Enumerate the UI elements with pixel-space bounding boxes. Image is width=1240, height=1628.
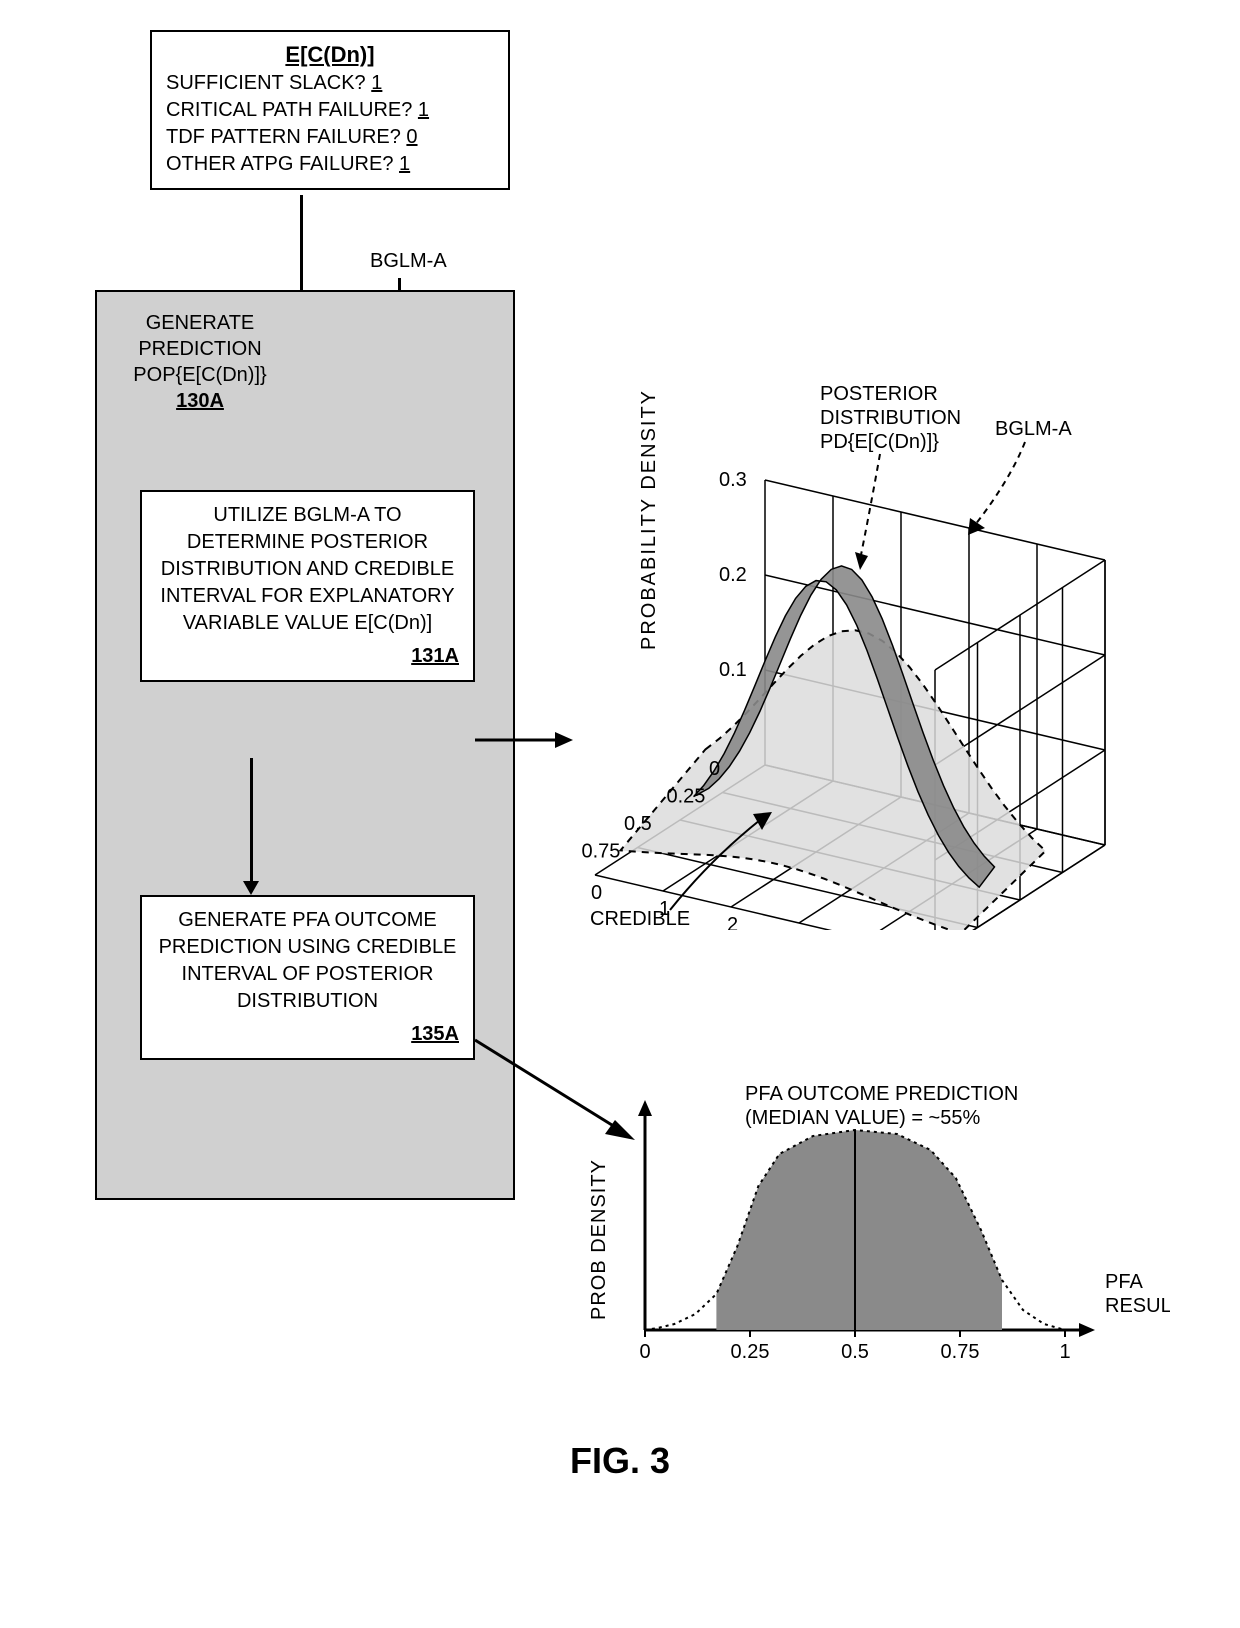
chart-2d-svg: 0 0.25 0.5 0.75 1 PROB DENSITY PFARESULT PFA OU… xyxy=(550,1080,1170,1390)
svg-text:POSTERIOR: POSTERIOR xyxy=(820,383,938,405)
gen-pred-line: PREDICTION xyxy=(110,336,290,362)
step-131a-ref: 131A xyxy=(156,643,459,670)
gen-pred-line: GENERATE xyxy=(110,310,290,336)
ecd-row: OTHER ATPG FAILURE? 1 xyxy=(166,151,494,178)
chart-3d-svg: 0.10.20.3PROBABILITY DENSITY012345E[C(Dn… xyxy=(550,370,1190,930)
svg-text:CREDIBLE: CREDIBLE xyxy=(590,908,690,930)
svg-text:0.75: 0.75 xyxy=(582,841,621,863)
ecd-row-value: 1 xyxy=(371,72,382,94)
ecd-row-label: CRITICAL PATH FAILURE? xyxy=(166,99,412,121)
ecd-row-label: SUFFICIENT SLACK? xyxy=(166,72,366,94)
ecd-row-label: TDF PATTERN FAILURE? xyxy=(166,126,401,148)
arrow-head-down-icon xyxy=(243,881,259,895)
svg-text:2: 2 xyxy=(727,914,738,930)
ecd-row-label: OTHER ATPG FAILURE? xyxy=(166,153,393,175)
svg-text:0: 0 xyxy=(591,882,602,904)
svg-text:0.75: 0.75 xyxy=(941,1341,980,1363)
svg-text:0.25: 0.25 xyxy=(667,786,706,808)
ecd-title: E[C(Dn)] xyxy=(166,42,494,68)
ecd-row-value: 1 xyxy=(418,99,429,121)
svg-text:PD{E[C(Dn)]}: PD{E[C(Dn)]} xyxy=(820,431,939,453)
chart-3d: 0.10.20.3PROBABILITY DENSITY012345E[C(Dn… xyxy=(550,370,1190,930)
step-135a-ref: 135A xyxy=(156,1021,459,1048)
step-131a-text: UTILIZE BGLM-A TO DETERMINE POSTERIOR DI… xyxy=(156,502,459,637)
diagram-container: E[C(Dn)] SUFFICIENT SLACK? 1 CRITICAL PA… xyxy=(20,20,1220,1580)
svg-text:0.25: 0.25 xyxy=(731,1341,770,1363)
svg-text:RESULT: RESULT xyxy=(1105,1295,1170,1317)
ecd-row: CRITICAL PATH FAILURE? 1 xyxy=(166,97,494,124)
ecd-row: SUFFICIENT SLACK? 1 xyxy=(166,70,494,97)
svg-text:1: 1 xyxy=(1059,1341,1070,1363)
svg-text:BGLM-A: BGLM-A xyxy=(995,418,1072,440)
gen-pred-line: POP{E[C(Dn)]} xyxy=(110,362,290,388)
ecd-row: TDF PATTERN FAILURE? 0 xyxy=(166,124,494,151)
ecd-box: E[C(Dn)] SUFFICIENT SLACK? 1 CRITICAL PA… xyxy=(150,30,510,190)
ecd-row-value: 1 xyxy=(399,153,410,175)
svg-text:0.2: 0.2 xyxy=(719,564,747,586)
svg-text:PROB DENSITY: PROB DENSITY xyxy=(588,1159,610,1320)
svg-text:PFA: PFA xyxy=(1105,1271,1143,1293)
chart-2d: 0 0.25 0.5 0.75 1 PROB DENSITY PFARESULT PFA OU… xyxy=(550,1080,1170,1390)
svg-text:0.1: 0.1 xyxy=(719,659,747,681)
gen-pred-ref: 130A xyxy=(110,388,290,414)
gray-panel xyxy=(95,290,515,1200)
svg-text:0.3: 0.3 xyxy=(719,469,747,491)
step-135a-box: GENERATE PFA OUTCOME PREDICTION USING CR… xyxy=(140,895,475,1060)
generate-prediction-block: GENERATE PREDICTION POP{E[C(Dn)]} 130A xyxy=(110,310,290,414)
figure-caption: FIG. 3 xyxy=(20,1440,1220,1482)
ecd-row-value: 0 xyxy=(406,126,417,148)
step-131a-box: UTILIZE BGLM-A TO DETERMINE POSTERIOR DI… xyxy=(140,490,475,682)
step-135a-text: GENERATE PFA OUTCOME PREDICTION USING CR… xyxy=(156,907,459,1015)
bglm-a-label: BGLM-A xyxy=(370,250,447,273)
arrow-line xyxy=(250,758,253,883)
svg-text:PROBABILITY DENSITY: PROBABILITY DENSITY xyxy=(638,389,660,650)
svg-text:(MEDIAN VALUE) = ~55%: (MEDIAN VALUE) = ~55% xyxy=(745,1107,980,1129)
svg-text:PFA OUTCOME PREDICTION: PFA OUTCOME PREDICTION xyxy=(745,1083,1018,1105)
svg-text:DISTRIBUTION: DISTRIBUTION xyxy=(820,407,961,429)
svg-text:0: 0 xyxy=(639,1341,650,1363)
svg-text:0: 0 xyxy=(709,758,720,780)
svg-text:0.5: 0.5 xyxy=(624,813,652,835)
svg-text:0.5: 0.5 xyxy=(841,1341,869,1363)
